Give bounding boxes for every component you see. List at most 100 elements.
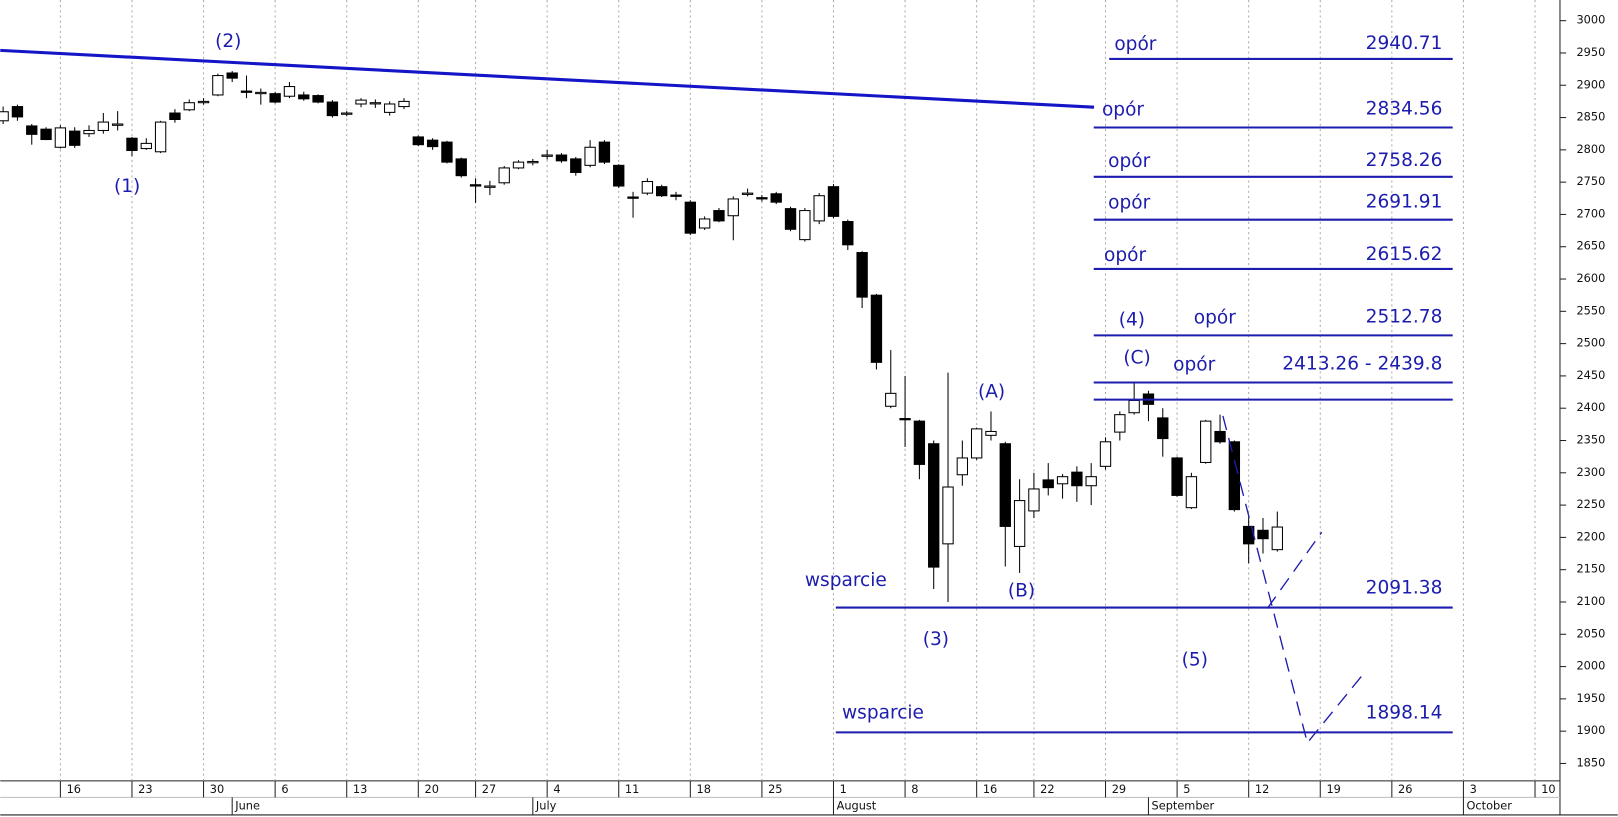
y-tick-label: 2450 xyxy=(1576,368,1605,382)
y-tick-label: 2950 xyxy=(1576,45,1605,59)
candle-body xyxy=(455,158,467,177)
candle-body xyxy=(484,185,496,188)
projection-line xyxy=(1222,415,1366,745)
trend-line xyxy=(0,48,1095,109)
candle-body xyxy=(942,486,954,545)
x-tick-label: 11 xyxy=(625,782,639,796)
candle-body xyxy=(169,112,181,121)
wave-label: (5) xyxy=(1182,650,1208,671)
candle-body xyxy=(713,210,725,222)
candle-body xyxy=(641,180,654,194)
y-tick-label: 2100 xyxy=(1576,594,1605,608)
candle-body xyxy=(741,192,754,195)
candle-body xyxy=(928,443,940,568)
candle-body xyxy=(899,418,911,421)
y-tick-label: 2500 xyxy=(1576,336,1605,350)
candle-body xyxy=(240,90,253,93)
y-tick-label: 3000 xyxy=(1576,13,1605,27)
candle-body xyxy=(1114,414,1126,433)
level-label: opór xyxy=(1194,307,1236,328)
candle-body xyxy=(1128,399,1140,414)
candle-body xyxy=(1099,441,1112,467)
candle-body xyxy=(197,100,210,104)
wave-label: (2) xyxy=(215,31,241,52)
x-tick-label: 26 xyxy=(1398,782,1412,796)
level-label: opór xyxy=(1104,245,1146,266)
candle-body xyxy=(97,121,110,131)
x-tick-label: 29 xyxy=(1112,782,1126,796)
y-tick-label: 2750 xyxy=(1576,174,1605,188)
y-tick-label: 2550 xyxy=(1576,303,1605,317)
candle-body xyxy=(1185,476,1198,509)
candle-body xyxy=(1200,420,1212,463)
candle-body xyxy=(426,139,439,148)
candle-body xyxy=(842,221,854,246)
candle-body xyxy=(1228,441,1241,511)
y-tick-label: 2800 xyxy=(1576,142,1605,156)
candle-body xyxy=(627,196,639,199)
wave-label: (3) xyxy=(923,629,949,650)
level-value: 1898.14 xyxy=(1366,702,1443,723)
candle-body xyxy=(598,141,611,163)
y-tick-label: 2350 xyxy=(1576,433,1605,447)
month-label: September xyxy=(1152,799,1215,813)
y-tick-label: 1950 xyxy=(1576,691,1605,705)
level-label: wsparcie xyxy=(805,570,887,591)
y-tick-label: 2400 xyxy=(1576,400,1605,414)
candle-body xyxy=(0,111,9,122)
level-value: 2834.56 xyxy=(1366,98,1443,119)
level-value: 2940.71 xyxy=(1366,33,1443,54)
candle-body xyxy=(770,193,782,203)
projection-line xyxy=(1266,531,1323,609)
candle-body xyxy=(11,106,24,118)
month-label: October xyxy=(1467,799,1513,813)
candle-body xyxy=(541,154,553,157)
wave-label: (C) xyxy=(1123,347,1150,368)
x-tick-label: 6 xyxy=(281,782,288,796)
candle-body xyxy=(856,252,868,298)
candle-body xyxy=(140,142,152,150)
candle-body xyxy=(441,141,453,163)
level-label: opór xyxy=(1108,193,1150,214)
y-tick-label: 1850 xyxy=(1576,755,1605,769)
x-tick-label: 4 xyxy=(553,782,560,796)
candle-body xyxy=(684,201,696,234)
y-tick-label: 2150 xyxy=(1576,562,1605,576)
level-value: 2091.38 xyxy=(1366,577,1443,598)
y-tick-label: 2850 xyxy=(1576,110,1605,124)
candle-body xyxy=(656,186,668,197)
level-value: 2758.26 xyxy=(1366,150,1443,171)
candle-body xyxy=(999,443,1011,527)
y-tick-label: 2000 xyxy=(1576,659,1605,673)
level-label: wsparcie xyxy=(842,702,924,723)
candle-body xyxy=(111,123,124,126)
level-label: opór xyxy=(1102,99,1144,120)
wave-label: (4) xyxy=(1119,309,1145,330)
x-tick-label: 8 xyxy=(911,782,918,796)
x-tick-label: 25 xyxy=(768,782,782,796)
candle-body xyxy=(698,218,711,229)
candle-body xyxy=(885,392,897,407)
candle-body xyxy=(312,95,324,103)
candle-body xyxy=(383,103,396,113)
candle-body xyxy=(813,195,825,222)
x-tick-label: 23 xyxy=(138,782,152,796)
candle-body xyxy=(369,102,382,105)
level-label: opór xyxy=(1114,34,1156,55)
candle-body xyxy=(154,121,167,153)
candle-body xyxy=(512,161,525,169)
candle-body xyxy=(613,164,625,187)
candle-body xyxy=(398,100,410,108)
candle-body xyxy=(40,128,52,141)
month-label: June xyxy=(234,799,260,813)
candle-body xyxy=(670,194,682,197)
candle-body xyxy=(913,420,926,465)
candle-body xyxy=(1171,457,1183,496)
level-label: opór xyxy=(1108,151,1150,172)
level-value: 2691.91 xyxy=(1366,192,1443,213)
x-tick-label: 13 xyxy=(353,782,367,796)
x-tick-label: 22 xyxy=(1040,782,1054,796)
x-tick-label: 1 xyxy=(840,782,847,796)
candle-body xyxy=(1071,471,1083,487)
